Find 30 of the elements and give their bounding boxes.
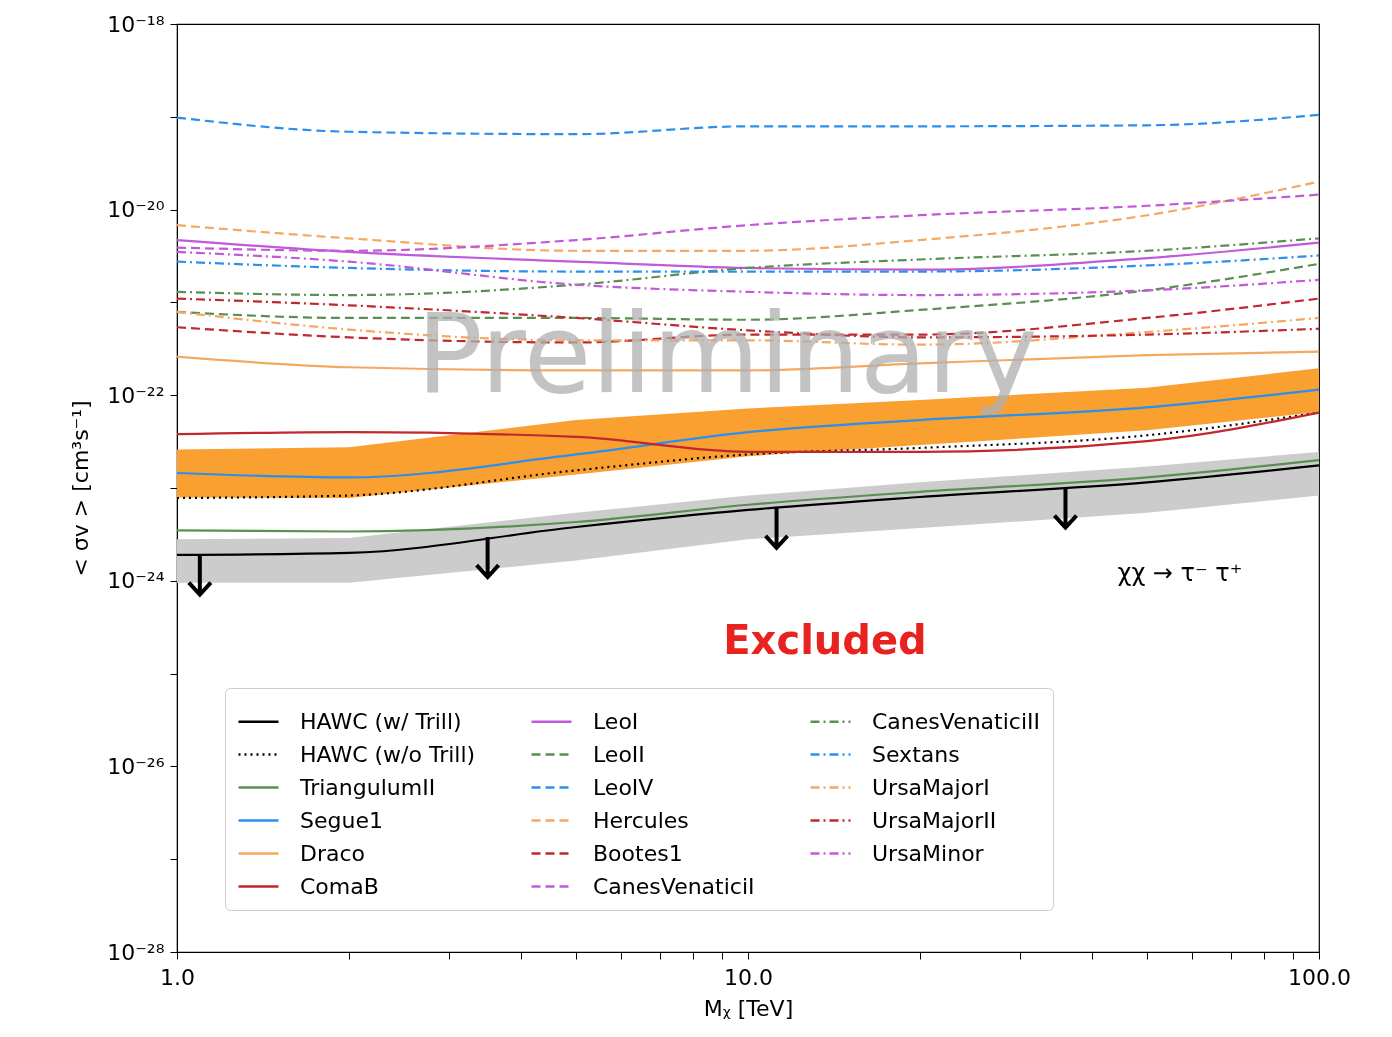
legend-label: Hercules [593, 807, 689, 833]
y-tick-label: 10⁻²⁴ [107, 568, 165, 594]
x-tick-label: 100.0 [1288, 964, 1351, 990]
x-axis-title: Mᵪ [TeV] [703, 995, 794, 1021]
legend-label: CanesVenaticiII [872, 708, 1041, 734]
y-tick-label: 10⁻²² [107, 382, 165, 408]
legend-label: HAWC (w/o Trill) [300, 741, 476, 767]
legend-label: Draco [300, 840, 366, 866]
legend-label: UrsaMajorII [872, 807, 997, 833]
y-tick-label: 10⁻²⁶ [107, 753, 165, 779]
legend-label: LeoII [593, 741, 645, 767]
y-axis-title: < σv > [cm³s⁻¹] [68, 400, 94, 577]
legend-label: LeoIV [593, 774, 654, 800]
legend-label: LeoI [593, 708, 639, 734]
legend-label: TriangulumII [299, 774, 436, 800]
legend-label: ComaB [300, 873, 379, 899]
x-tick-label: 10.0 [724, 964, 773, 990]
y-tick-label: 10⁻²⁰ [107, 197, 165, 223]
legend-label: CanesVenaticiI [593, 873, 755, 899]
legend-label: UrsaMajorI [872, 774, 990, 800]
x-tick-label: 1.0 [160, 964, 195, 990]
legend-label: HAWC (w/ Trill) [300, 708, 462, 734]
y-tick-label: 10⁻¹⁸ [107, 11, 165, 37]
annotation: χχ → τ⁻ τ⁺ [1117, 559, 1243, 587]
annotation: Excluded [723, 617, 927, 663]
legend-label: Segue1 [300, 807, 383, 833]
legend-label: Sextans [872, 741, 960, 767]
y-tick-label: 10⁻²⁸ [107, 939, 165, 965]
legend-label: UrsaMinor [872, 840, 985, 866]
legend-label: Bootes1 [593, 840, 683, 866]
